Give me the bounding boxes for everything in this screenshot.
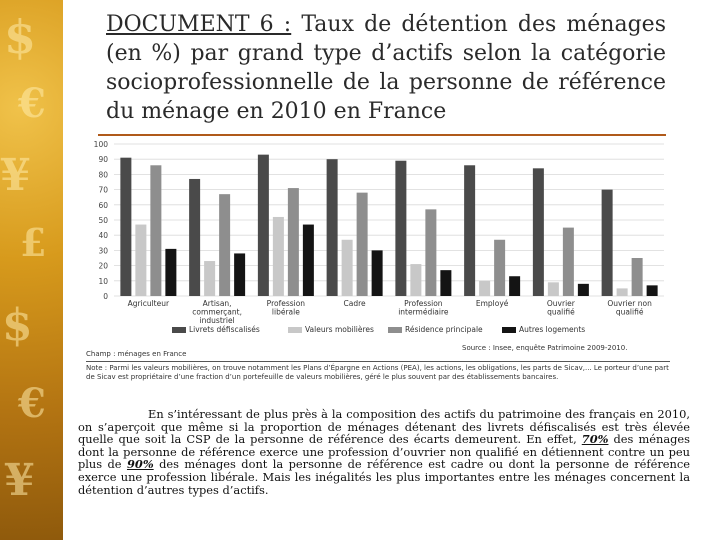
bar (371, 250, 383, 296)
bar (395, 160, 407, 296)
y-tick-label: 60 (98, 201, 108, 210)
chart-legend: Livrets défiscalisés Valeurs mobilières … (100, 325, 660, 339)
bar (601, 189, 613, 296)
bar (464, 165, 476, 296)
paragraph-part-3: des ménages dont la personne de référenc… (78, 457, 690, 497)
y-tick-label: 30 (98, 246, 108, 255)
legend-swatch (502, 326, 516, 333)
bar (577, 283, 589, 296)
bar (272, 216, 284, 296)
title-divider (98, 134, 666, 136)
legend-swatch (172, 326, 186, 333)
bar (302, 224, 314, 296)
bar (646, 285, 658, 296)
y-tick-label: 90 (98, 155, 108, 164)
legend-label: Valeurs mobilières (305, 325, 374, 334)
bar (234, 253, 246, 296)
legend-label: Autres logements (519, 325, 586, 334)
bar (425, 209, 437, 296)
y-tick-label: 80 (98, 170, 108, 179)
bar (547, 282, 559, 296)
bar (410, 264, 422, 296)
analysis-paragraph: En s’intéressant de plus près à la compo… (78, 408, 690, 496)
legend-label: Livrets défiscalisés (189, 325, 260, 334)
bar (494, 239, 506, 296)
bar (150, 165, 162, 296)
y-tick-label: 0 (103, 292, 108, 301)
y-tick-label: 50 (98, 216, 108, 225)
bar (219, 194, 231, 296)
bar (616, 288, 628, 296)
bar (532, 168, 544, 296)
x-tick-label: Cadre (344, 299, 367, 308)
bar (479, 280, 491, 296)
x-tick-label: Profession intermédiaire (398, 299, 449, 317)
legend-item-livrets: Livrets défiscalisés (172, 325, 260, 334)
x-tick-label: Ouvrier qualifié (547, 299, 576, 317)
bar (120, 157, 132, 296)
bar (509, 276, 521, 296)
legend-item-autres: Autres logements (502, 325, 585, 334)
bar (165, 248, 177, 296)
highlight-90: 90% (126, 457, 154, 472)
bar (204, 261, 216, 296)
note-divider (86, 361, 670, 362)
decorative-currency-band: $ € ¥ £ $ € ¥ (0, 0, 63, 540)
y-tick-label: 20 (98, 262, 108, 271)
paragraph-part-2: des ménages dont la personne de référenc… (78, 432, 690, 472)
page-title: DOCUMENT 6 : Taux de détention des ménag… (106, 10, 666, 126)
y-tick-label: 40 (98, 231, 108, 240)
y-tick-label: 100 (94, 140, 109, 149)
legend-label: Résidence principale (405, 325, 483, 334)
legend-swatch (388, 326, 402, 333)
chart-svg: 0 10 20 30 40 50 60 70 80 90 100 Agriculteur Artisan… (94, 140, 664, 325)
bar (326, 159, 338, 296)
chart-source: Source : Insee, enquête Patrimoine 2009-… (462, 344, 628, 352)
paragraph-part-1: En s’intéressant de plus près à la compo… (78, 407, 690, 447)
document-label: DOCUMENT 6 : (106, 12, 292, 37)
legend-swatch (288, 326, 302, 333)
chart-champ: Champ : ménages en France (86, 350, 187, 358)
x-tick-label: Agriculteur (128, 299, 170, 308)
bar (440, 270, 452, 296)
bar (356, 192, 368, 296)
legend-item-valeurs: Valeurs mobilières (288, 325, 374, 334)
bar (341, 239, 353, 296)
title-text: Taux de détention des ménages (en %) par… (106, 12, 666, 124)
legend-item-residence: Résidence principale (388, 325, 483, 334)
bar-chart: 0 10 20 30 40 50 60 70 80 90 100 Agriculteur Artisan… (86, 136, 670, 388)
bar (287, 188, 299, 296)
bar (631, 258, 643, 296)
x-tick-label: Artisan, commerçant, industriel (192, 299, 242, 325)
highlight-70: 70% (581, 432, 609, 447)
bar (189, 178, 201, 296)
bar (135, 224, 147, 296)
x-tick-label: Profession libérale (267, 299, 306, 317)
x-tick-label: Employé (476, 299, 509, 308)
chart-note: Note : Parmi les valeurs mobilières, on … (86, 364, 669, 381)
y-tick-label: 70 (98, 186, 108, 195)
bar (257, 154, 269, 296)
x-tick-label: Ouvrier non qualifié (607, 299, 652, 317)
y-tick-label: 10 (98, 277, 108, 286)
bar (562, 227, 574, 296)
